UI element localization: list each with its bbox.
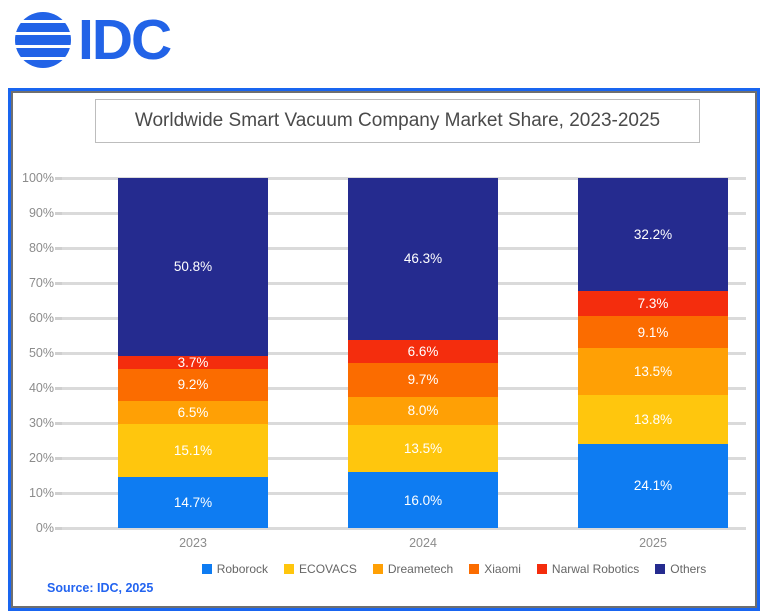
segment-value-label: 3.7% xyxy=(177,354,209,370)
chart-frame: Worldwide Smart Vacuum Company Market Sh… xyxy=(8,88,760,611)
idc-logo: IDC xyxy=(14,8,172,72)
y-axis-label: 50% xyxy=(28,346,54,360)
plot-area: 14.7% 15.1% 6.5% 9.2% 3.7% 50.8% 16.0% 13.5% 8.0… xyxy=(55,177,746,530)
bar-segment-others: 32.2% xyxy=(578,178,728,291)
bar-segment-others: 50.8% xyxy=(118,178,268,356)
y-axis-label: 60% xyxy=(28,311,54,325)
chart-title: Worldwide Smart Vacuum Company Market Sh… xyxy=(134,110,661,131)
y-axis-label: 100% xyxy=(22,171,54,185)
legend-item-dreametech: Dreametech xyxy=(372,562,454,576)
legend-label: Dreametech xyxy=(387,562,454,576)
y-tick-mark xyxy=(55,527,62,530)
y-axis-label: 30% xyxy=(28,416,54,430)
bar-segment-ecovacs: 15.1% xyxy=(118,423,268,477)
bar-2024: 16.0% 13.5% 8.0% 9.7% 6.6% 46.3% xyxy=(348,177,498,528)
y-tick-mark xyxy=(55,247,62,250)
y-axis-label: 80% xyxy=(28,241,54,255)
y-tick-mark xyxy=(55,352,62,355)
bar-2023: 14.7% 15.1% 6.5% 9.2% 3.7% 50.8% xyxy=(118,178,268,528)
bar-segment-dreametech: 8.0% xyxy=(348,396,498,425)
legend-swatch xyxy=(284,564,295,574)
x-axis-label: 2023 xyxy=(179,536,207,550)
segment-value-label: 6.6% xyxy=(407,343,439,359)
segment-value-label: 50.8% xyxy=(173,259,213,275)
bar-segment-roborock: 16.0% xyxy=(348,472,498,528)
bar-segment-dreametech: 13.5% xyxy=(578,348,728,396)
x-axis-label: 2025 xyxy=(639,536,667,550)
legend-item-ecovacs: ECOVACS xyxy=(284,562,357,576)
bar-segment-ecovacs: 13.5% xyxy=(348,424,498,472)
legend-swatch xyxy=(201,564,212,574)
y-tick-mark xyxy=(55,177,62,180)
bar-segment-roborock: 14.7% xyxy=(118,476,268,528)
bar-segment-xiaomi: 9.2% xyxy=(118,368,268,401)
legend-label: Others xyxy=(670,562,707,576)
legend-swatch xyxy=(372,564,383,574)
legend-item-others: Others xyxy=(655,562,706,576)
y-tick-mark xyxy=(55,387,62,390)
legend-label: Narwal Robotics xyxy=(551,562,640,576)
segment-value-label: 7.3% xyxy=(637,295,669,311)
y-axis-label: 20% xyxy=(28,451,54,465)
y-axis-label: 90% xyxy=(28,206,54,220)
bar-segment-narwal-robotics: 3.7% xyxy=(118,356,268,369)
y-axis-label: 70% xyxy=(28,276,54,290)
bar-segment-ecovacs: 13.8% xyxy=(578,395,728,444)
chart-title-box: Worldwide Smart Vacuum Company Market Sh… xyxy=(95,99,700,143)
striped-globe-icon xyxy=(15,12,71,68)
segment-value-label: 16.0% xyxy=(403,492,443,508)
y-tick-mark xyxy=(55,282,62,285)
segment-value-label: 15.1% xyxy=(173,442,213,458)
segment-value-label: 9.2% xyxy=(177,377,209,393)
y-tick-mark xyxy=(55,317,62,320)
bar-segment-roborock: 24.1% xyxy=(578,443,728,528)
y-tick-mark xyxy=(55,457,62,460)
bar-segment-others: 46.3% xyxy=(348,177,498,340)
segment-value-label: 8.0% xyxy=(407,403,439,419)
chart-frame-inner: Worldwide Smart Vacuum Company Market Sh… xyxy=(11,91,757,608)
bar-segment-dreametech: 6.5% xyxy=(118,400,268,424)
segment-value-label: 24.1% xyxy=(633,478,673,494)
legend-label: ECOVACS xyxy=(299,562,357,576)
segment-value-label: 13.8% xyxy=(633,412,673,427)
legend-label: Roborock xyxy=(216,562,269,576)
segment-value-label: 13.5% xyxy=(403,440,443,456)
y-tick-mark xyxy=(55,492,62,495)
legend-swatch xyxy=(536,564,547,574)
legend-label: Xiaomi xyxy=(484,562,521,576)
legend-swatch xyxy=(655,564,666,574)
y-axis-label: 10% xyxy=(28,486,54,500)
segment-value-label: 6.5% xyxy=(177,404,209,420)
y-tick-mark xyxy=(55,212,62,215)
legend-item-narwal-robotics: Narwal Robotics xyxy=(536,562,640,576)
y-axis-label: 40% xyxy=(28,381,54,395)
y-axis: 100% 90% 80% 70% 60% 50% 40% 30% 20% 10% 0% xyxy=(13,171,56,535)
segment-value-label: 14.7% xyxy=(173,494,213,510)
segment-value-label: 9.7% xyxy=(407,372,439,388)
gridline xyxy=(62,527,746,530)
y-axis-label: 0% xyxy=(35,521,54,535)
legend: Roborock ECOVACS Dreametech Xiaomi Narwal Ro… xyxy=(13,562,755,576)
x-axis: 2023 2024 2025 xyxy=(62,536,746,554)
source-note: Source: IDC, 2025 xyxy=(47,581,154,595)
legend-swatch xyxy=(469,564,480,574)
segment-value-label: 32.2% xyxy=(633,226,673,242)
segment-value-label: 9.1% xyxy=(637,324,669,340)
legend-item-roborock: Roborock xyxy=(201,562,269,576)
bar-segment-xiaomi: 9.1% xyxy=(578,316,728,349)
bar-segment-narwal-robotics: 6.6% xyxy=(348,339,498,363)
y-tick-mark xyxy=(55,422,62,425)
bar-2025: 24.1% 13.8% 13.5% 9.1% 7.3% 32.2% xyxy=(578,178,728,528)
bar-segment-xiaomi: 9.7% xyxy=(348,362,498,397)
x-axis-label: 2024 xyxy=(409,536,437,550)
bar-segment-narwal-robotics: 7.3% xyxy=(578,290,728,317)
segment-value-label: 46.3% xyxy=(403,251,443,267)
legend-item-xiaomi: Xiaomi xyxy=(469,562,521,576)
idc-logo-text: IDC xyxy=(78,8,172,72)
segment-value-label: 13.5% xyxy=(633,364,673,380)
